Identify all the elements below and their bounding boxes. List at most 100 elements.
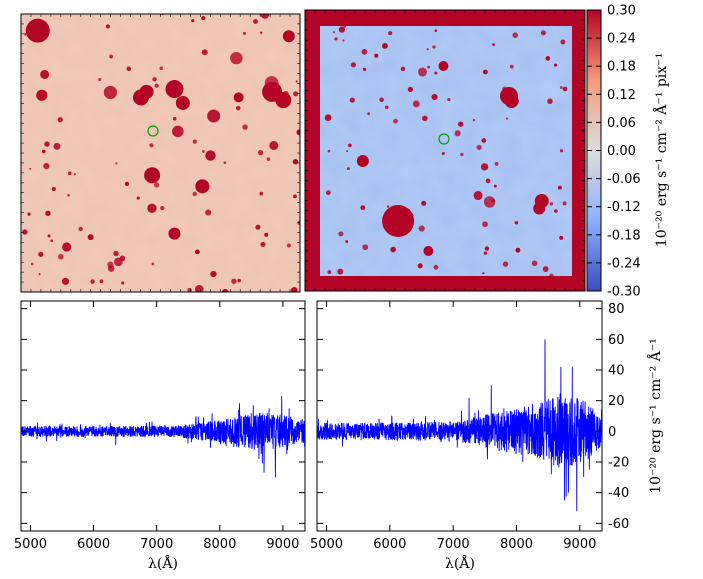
colorbar-tick-label: 0.12 (607, 88, 636, 103)
source-point (360, 205, 366, 211)
colorbar-tick-label: -0.12 (607, 200, 641, 215)
source-point (384, 105, 389, 110)
source-point (553, 63, 558, 67)
source-point (342, 39, 345, 42)
y-tick-label: -60 (608, 517, 629, 532)
source-point (67, 193, 70, 197)
y-tick-label: -20 (608, 456, 629, 471)
spectrum-panel-left: 5000 6000 7000 8000 9000 λ(Å) (14, 300, 306, 572)
source-point (512, 98, 519, 105)
spectrum-right-line (317, 339, 602, 512)
source-point (266, 157, 271, 161)
source-point (433, 264, 439, 270)
source-point (327, 149, 331, 153)
x-tick-label: 7000 (140, 537, 173, 552)
source-point (379, 97, 384, 103)
spectrum-right-xlabel: λ(Å) (445, 554, 475, 572)
source-point (559, 86, 563, 89)
source-point (62, 242, 72, 252)
source-point (388, 31, 393, 36)
image-panel-right (304, 9, 586, 292)
source-point (22, 229, 28, 235)
source-point (205, 209, 212, 216)
colorbar-tick-label: -0.24 (607, 256, 641, 271)
source-point (338, 26, 346, 33)
spectrum-left-ticks: 5000 6000 7000 8000 9000 (14, 301, 305, 552)
source-point (259, 31, 263, 34)
source-point (260, 241, 266, 248)
source-point (90, 279, 95, 284)
x-tick-label: 9000 (563, 537, 596, 552)
source-point (554, 209, 558, 213)
source-point (194, 284, 204, 292)
source-blob (144, 167, 161, 184)
source-point (343, 25, 346, 28)
source-point (260, 14, 270, 19)
source-point (293, 91, 299, 97)
source-point (40, 69, 50, 79)
image-panel-left (20, 13, 301, 293)
source-point (231, 278, 237, 284)
source-point (562, 86, 568, 92)
source-point (147, 203, 157, 213)
source-point (427, 65, 430, 69)
source-point (547, 98, 553, 105)
source-point (545, 56, 551, 61)
source-point (136, 196, 140, 200)
source-point (334, 37, 338, 41)
source-point (418, 67, 428, 77)
source-point (191, 19, 195, 23)
x-tick-label: 7000 (437, 537, 470, 552)
image-right-sources (324, 25, 568, 279)
source-point (295, 80, 298, 83)
source-point (38, 273, 41, 276)
source-point (483, 251, 488, 255)
aperture-circle-right (438, 133, 450, 145)
colorbar-ticks: 0.30 0.24 0.18 0.12 0.06 0.00 -0.06 -0.12 -0.18 -… (587, 4, 641, 300)
source-point (73, 173, 76, 176)
source-point (293, 194, 297, 199)
spectrum-panel-right: 5000 6000 7000 8000 9000 80 60 40 20 0 -20 -40 -60 λ… (310, 300, 664, 572)
source-point (400, 66, 406, 72)
source-point (337, 268, 344, 275)
source-point (153, 182, 160, 188)
colorbar-tick-label: -0.06 (607, 172, 641, 187)
source-point (350, 62, 356, 68)
source-point (557, 185, 562, 190)
source-point (542, 266, 549, 272)
colorbar-label: 10⁻²⁰ erg s⁻¹ cm⁻² Å⁻¹ pix⁻¹ (652, 53, 670, 247)
source-point (559, 235, 564, 240)
source-point (407, 212, 414, 219)
colorbar-tick-label: 0.24 (607, 32, 636, 47)
source-point (58, 253, 64, 260)
source-point (124, 181, 130, 186)
source-blob (356, 155, 369, 167)
source-point (362, 244, 369, 251)
source-point (172, 125, 184, 138)
source-blob (438, 61, 449, 71)
source-point (492, 43, 495, 46)
source-point (417, 263, 423, 269)
source-blob (25, 18, 50, 43)
source-point (362, 67, 367, 71)
source-point (57, 117, 63, 123)
source-point (210, 270, 217, 278)
source-point (482, 69, 488, 75)
x-tick-label: 9000 (266, 537, 299, 552)
source-point (390, 246, 396, 253)
source-point (223, 161, 227, 164)
source-point (505, 117, 509, 120)
source-point (509, 64, 514, 69)
source-point (560, 39, 566, 45)
source-point (494, 162, 499, 166)
source-point (242, 124, 248, 130)
source-point (113, 250, 119, 257)
source-point (159, 66, 164, 71)
source-point (458, 121, 464, 127)
image-left-sources (22, 14, 300, 292)
aperture-circle-left (147, 125, 159, 137)
source-point (264, 76, 279, 90)
source-point (482, 221, 488, 228)
source-point (24, 32, 27, 36)
